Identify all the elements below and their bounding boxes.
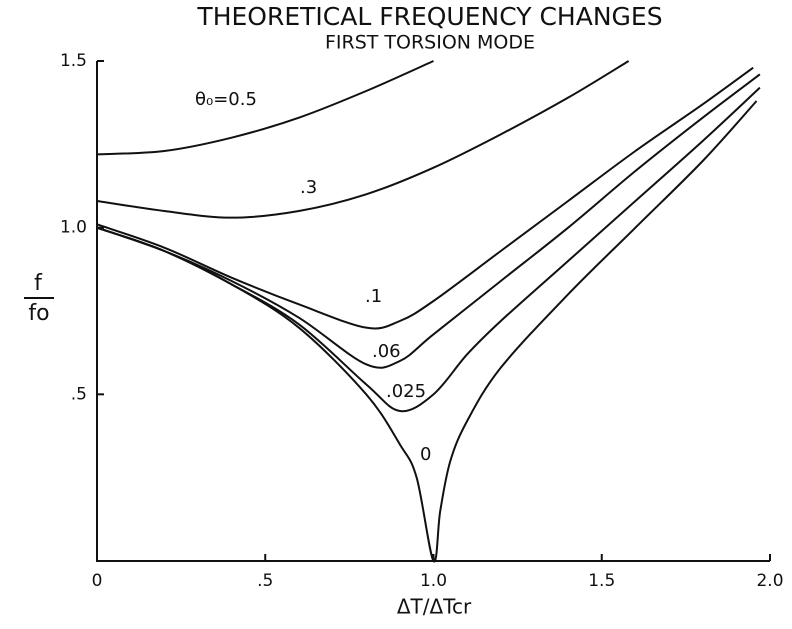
- x-tick-label: 2.0: [756, 571, 783, 591]
- y-tick-label: 1.0: [60, 218, 87, 238]
- curve: [96, 86, 761, 413]
- chart-title: THEORETICAL FREQUENCY CHANGES: [196, 2, 662, 31]
- x-tick-label: 1.5: [588, 571, 615, 591]
- curve-label: 0: [420, 444, 431, 465]
- curve-label: .025: [386, 381, 426, 402]
- curve: [96, 60, 630, 219]
- curve-label: θ₀=0.5: [195, 89, 257, 110]
- curve-label: .3: [300, 177, 317, 198]
- x-tick-label: .5: [257, 571, 273, 591]
- curve: [96, 60, 434, 156]
- y-axis-label-numerator: f: [34, 271, 43, 296]
- x-tick-label: 0: [92, 571, 103, 591]
- curve-label: .06: [372, 341, 401, 362]
- x-axis-label: ΔT/ΔTcr: [397, 595, 472, 619]
- curve: [96, 100, 758, 563]
- x-tick-label: 1.0: [420, 571, 447, 591]
- curve: [96, 66, 754, 330]
- y-tick-label: 1.5: [60, 51, 87, 71]
- curve-label: .1: [365, 286, 382, 307]
- chart-subtitle: FIRST TORSION MODE: [325, 32, 535, 54]
- y-axis-label-denominator: fo: [28, 301, 49, 326]
- curve: [96, 73, 761, 369]
- y-tick-label: .5: [71, 384, 87, 404]
